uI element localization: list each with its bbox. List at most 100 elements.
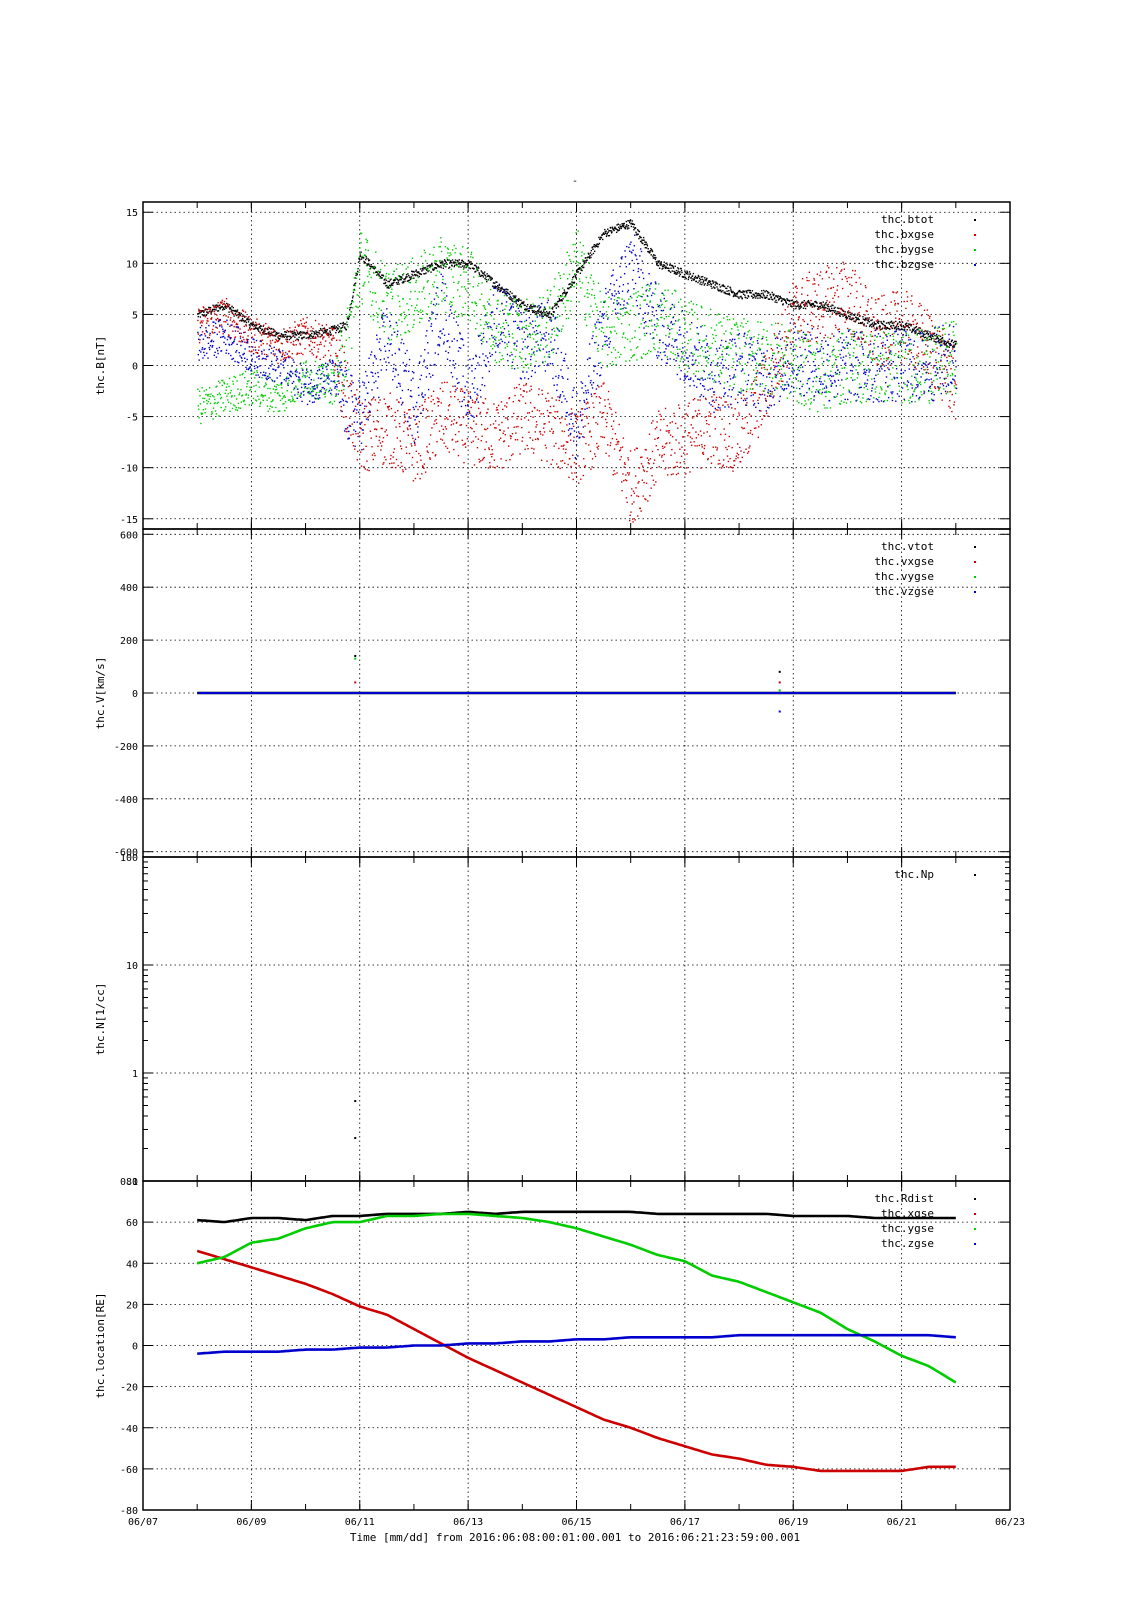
data-point [316, 344, 318, 346]
data-point [906, 300, 908, 303]
data-point [373, 315, 375, 317]
data-point [397, 409, 399, 412]
data-point [818, 318, 821, 321]
data-point [706, 422, 708, 425]
data-point [401, 264, 404, 266]
data-point [383, 456, 386, 458]
data-point [382, 300, 384, 302]
data-point [399, 425, 401, 428]
data-point [730, 333, 733, 336]
data-point [578, 278, 581, 280]
data-point [419, 455, 422, 457]
data-point [219, 308, 221, 310]
data-point [242, 319, 245, 322]
data-point [254, 321, 257, 324]
data-point [610, 332, 612, 334]
data-point [464, 302, 466, 304]
data-point [758, 397, 760, 399]
data-point [248, 404, 251, 406]
data-point [510, 299, 513, 301]
data-point [356, 459, 358, 461]
data-point [321, 334, 323, 336]
data-point [251, 324, 253, 327]
data-point [228, 377, 231, 380]
data-point [414, 273, 416, 276]
data-point [296, 338, 298, 340]
data-point [259, 331, 261, 333]
data-point [577, 268, 579, 271]
data-point [876, 328, 878, 331]
data-point [484, 274, 487, 277]
data-point [752, 400, 754, 402]
data-point [643, 481, 645, 484]
data-point [556, 304, 558, 306]
data-point [433, 268, 435, 271]
data-point [244, 311, 247, 313]
data-point [271, 333, 273, 336]
data-point [697, 370, 700, 373]
data-point [458, 416, 461, 419]
data-point [924, 333, 926, 335]
data-point [230, 307, 232, 309]
data-point [400, 447, 403, 450]
data-point [409, 276, 411, 279]
data-point [197, 333, 200, 335]
data-point [822, 315, 825, 318]
data-point [452, 276, 454, 278]
data-point [726, 455, 729, 457]
data-point [430, 400, 432, 403]
data-point [335, 352, 337, 355]
data-point [275, 348, 278, 351]
data-point [683, 317, 686, 319]
data-point [280, 335, 282, 338]
data-point [553, 327, 555, 330]
data-point [650, 247, 652, 250]
data-point [404, 278, 407, 280]
data-point [609, 230, 611, 232]
data-point [223, 300, 226, 303]
data-point [921, 331, 924, 334]
data-point [631, 297, 633, 299]
data-point [242, 310, 245, 312]
data-point [264, 330, 266, 332]
data-point [831, 304, 833, 306]
data-point [407, 428, 409, 431]
data-point [828, 267, 830, 269]
data-point [615, 228, 617, 230]
data-point [690, 300, 692, 303]
data-point [405, 276, 407, 278]
data-point [706, 431, 708, 433]
data-point [340, 405, 342, 408]
data-point [246, 380, 249, 383]
data-point [835, 326, 837, 329]
data-point [721, 418, 723, 420]
data-point [560, 460, 562, 462]
data-point [566, 291, 568, 294]
data-point [396, 278, 398, 280]
data-point [446, 257, 448, 259]
data-point [756, 294, 759, 297]
data-point [618, 318, 620, 321]
data-point [360, 427, 362, 430]
data-point [305, 333, 307, 335]
data-point [814, 290, 816, 292]
data-point [599, 290, 601, 293]
data-point [894, 326, 897, 328]
data-point [353, 394, 356, 396]
data-point [676, 271, 679, 274]
data-point [219, 393, 221, 396]
data-point [521, 326, 524, 329]
data-point [421, 270, 423, 272]
data-point [413, 277, 415, 279]
data-point [239, 314, 241, 317]
data-point [742, 293, 745, 296]
data-point [225, 297, 228, 300]
data-point [821, 278, 824, 280]
data-point [655, 263, 658, 265]
data-point [631, 355, 634, 357]
data-point [437, 287, 439, 289]
data-point [389, 312, 391, 314]
data-point [317, 351, 319, 353]
data-point [431, 410, 434, 412]
data-point [941, 354, 943, 356]
